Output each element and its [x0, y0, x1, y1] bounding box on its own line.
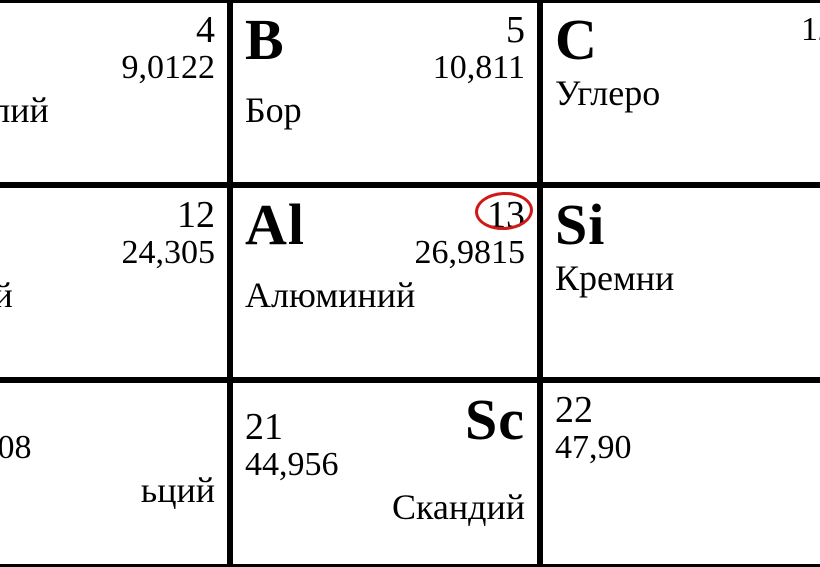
atomic-mass: 40,08	[0, 429, 32, 466]
atomic-number: 12	[122, 196, 216, 234]
element-name: ьций	[0, 472, 215, 508]
element-symbol: B	[245, 11, 285, 69]
periodic-table-fragment: e 4 9,0122 иллий B 5 10,811 Бор C 12 Угл…	[0, 0, 820, 567]
element-cell: Si Кремни	[540, 185, 820, 380]
element-cell: C 12 Углеро	[540, 0, 820, 185]
element-cell: e 4 9,0122 иллий	[0, 0, 230, 185]
atomic-number: 22	[555, 391, 632, 429]
atomic-mass: 12	[801, 11, 820, 48]
element-symbol: Al	[245, 196, 305, 254]
element-name: Кремни	[555, 260, 820, 296]
atomic-number: 21	[245, 408, 339, 446]
element-symbol: Sc	[465, 391, 525, 449]
atomic-number: 5	[433, 11, 525, 49]
element-cell: Al 13 26,9815 Алюминий	[230, 185, 540, 380]
atomic-number: 13	[415, 196, 526, 234]
element-cell: 20 40,08 ьций	[0, 380, 230, 567]
element-symbol: C	[555, 11, 598, 69]
atomic-number: 20	[0, 391, 32, 429]
element-name: Алюминий	[245, 277, 525, 313]
atomic-mass: 10,811	[433, 49, 525, 86]
atomic-mass: 47,90	[555, 429, 632, 466]
element-name: Бор	[245, 92, 525, 128]
element-symbol: Si	[555, 196, 605, 254]
element-cell: 21 44,956 Sc Скандий	[230, 380, 540, 567]
atomic-mass: 44,956	[245, 446, 339, 483]
atomic-number: 4	[122, 11, 216, 49]
element-cell: g 12 24,305 ний	[0, 185, 230, 380]
atomic-mass: 24,305	[122, 234, 216, 271]
element-name: Скандий	[245, 489, 525, 525]
element-name: Углеро	[555, 75, 820, 111]
element-cell: B 5 10,811 Бор	[230, 0, 540, 185]
atomic-mass: 26,9815	[415, 234, 526, 271]
element-name: иллий	[0, 92, 215, 128]
element-cell: 22 47,90	[540, 380, 820, 567]
atomic-mass: 9,0122	[122, 49, 216, 86]
element-name: ний	[0, 277, 215, 313]
